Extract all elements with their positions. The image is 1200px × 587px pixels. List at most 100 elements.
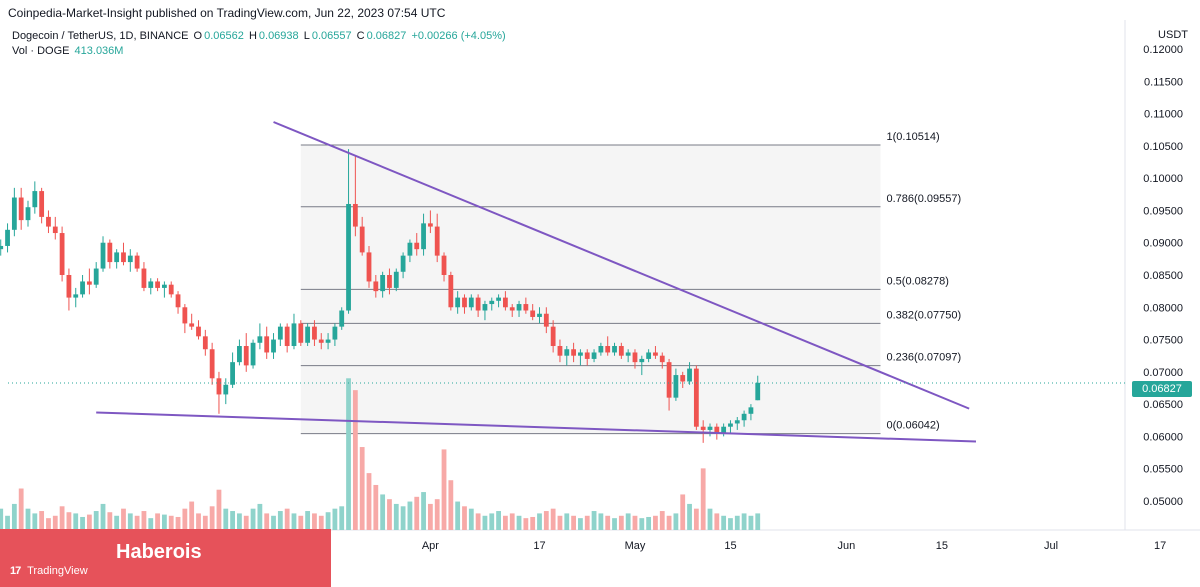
volume-bar xyxy=(59,506,65,530)
volume-bar xyxy=(0,508,4,530)
volume-bar xyxy=(325,512,331,530)
candle-body xyxy=(86,281,92,285)
volume-bar xyxy=(584,515,590,530)
fibonacci-level-label: 0.786(0.09557) xyxy=(887,193,962,205)
candle-body xyxy=(264,336,270,353)
y-tick-label: 0.10500 xyxy=(1143,141,1183,153)
volume-bar xyxy=(721,515,727,530)
volume-bar xyxy=(659,511,665,530)
candle-body xyxy=(73,294,79,298)
candle-body xyxy=(243,346,249,366)
tradingview-logo[interactable]: 17 TradingView xyxy=(10,565,88,577)
volume-bar xyxy=(550,508,556,530)
candle-body xyxy=(216,378,222,395)
candle-body xyxy=(155,281,160,288)
y-tick-label: 0.10000 xyxy=(1143,173,1183,185)
volume-bar xyxy=(182,508,188,530)
volume-bar xyxy=(489,513,495,530)
candle-body xyxy=(455,297,461,308)
volume-bar xyxy=(530,516,536,530)
volume-bar xyxy=(141,511,147,530)
volume-label[interactable]: Vol · DOGE xyxy=(12,45,70,57)
candle-body xyxy=(632,352,638,363)
volume-bar xyxy=(448,480,454,530)
y-tick-label: 0.07500 xyxy=(1143,335,1183,347)
volume-bar xyxy=(482,515,488,530)
candle-body xyxy=(673,375,679,398)
volume-bar xyxy=(700,468,706,530)
candle-body xyxy=(305,326,311,343)
candle-body xyxy=(407,242,413,256)
volume-bar xyxy=(728,518,733,530)
volume-bar xyxy=(625,513,631,530)
candle-body xyxy=(503,297,508,308)
watermark-footer: Haberois 17 TradingView xyxy=(0,529,331,587)
volume-bar xyxy=(73,513,79,530)
tradingview-logo-text: TradingView xyxy=(27,565,88,577)
volume-bar xyxy=(393,503,399,530)
candle-body xyxy=(230,362,235,385)
candle-body xyxy=(659,355,665,363)
volume-bar xyxy=(571,515,576,530)
x-tick-label: 17 xyxy=(1154,540,1166,552)
volume-bar xyxy=(25,508,31,530)
y-tick-label: 0.08000 xyxy=(1143,302,1183,314)
volume-bar xyxy=(693,508,699,530)
candle-body xyxy=(25,207,31,221)
volume-bar xyxy=(475,513,481,530)
x-tick-label: May xyxy=(625,540,646,552)
volume-bar xyxy=(346,378,351,530)
volume-bar xyxy=(687,503,692,530)
volume-bar xyxy=(318,515,324,530)
volume-bar xyxy=(352,390,358,530)
candle-body xyxy=(605,346,611,353)
open-label: O xyxy=(193,30,203,42)
candle-body xyxy=(543,313,549,327)
candle-body xyxy=(687,368,692,382)
candle-body xyxy=(714,426,720,434)
volume-bar xyxy=(632,515,638,530)
low-label: L xyxy=(303,30,310,42)
volume-bar xyxy=(134,515,140,530)
candle-body xyxy=(427,223,433,227)
x-tick-label: Apr xyxy=(422,540,439,552)
fibonacci-level-label: 0.236(0.07097) xyxy=(887,352,962,364)
candle-body xyxy=(134,255,140,269)
candle-body xyxy=(39,191,45,217)
volume-bar xyxy=(407,501,413,530)
y-tick-label: 0.06500 xyxy=(1143,399,1183,411)
close-value: 0.06827 xyxy=(366,30,407,42)
candle-body xyxy=(707,426,713,430)
volume-value: 413.036M xyxy=(74,45,124,57)
candle-body xyxy=(509,307,515,311)
candle-body xyxy=(489,300,495,305)
candle-body xyxy=(312,326,317,340)
publisher-line: Coinpedia-Market-Insight published on Tr… xyxy=(8,6,446,20)
symbol-name[interactable]: Dogecoin / TetherUS, 1D, BINANCE xyxy=(12,30,189,42)
candle-body xyxy=(257,336,263,343)
price-axis-currency: USDT xyxy=(1158,29,1188,41)
volume-bar xyxy=(366,473,372,530)
fibonacci-level-label: 1(0.10514) xyxy=(887,131,940,143)
volume-bar xyxy=(305,511,311,530)
candle-body xyxy=(571,349,576,356)
tradingview-logo-icon: 17 xyxy=(10,565,21,577)
candle-body xyxy=(352,203,358,227)
volume-bar xyxy=(714,513,720,530)
candle-body xyxy=(237,346,242,363)
volume-bar xyxy=(673,513,679,530)
volume-bar xyxy=(421,492,426,530)
candle-body xyxy=(250,342,256,366)
candle-body xyxy=(516,304,522,311)
candle-body xyxy=(11,197,17,230)
volume-bar xyxy=(18,488,24,530)
candle-body xyxy=(468,297,474,308)
candle-body xyxy=(380,275,386,292)
volume-bar xyxy=(257,503,263,530)
candle-body xyxy=(93,268,99,285)
volume-bar xyxy=(741,513,747,530)
volume-bar xyxy=(100,503,106,530)
volume-bar xyxy=(612,518,617,530)
volume-bar xyxy=(598,513,604,530)
